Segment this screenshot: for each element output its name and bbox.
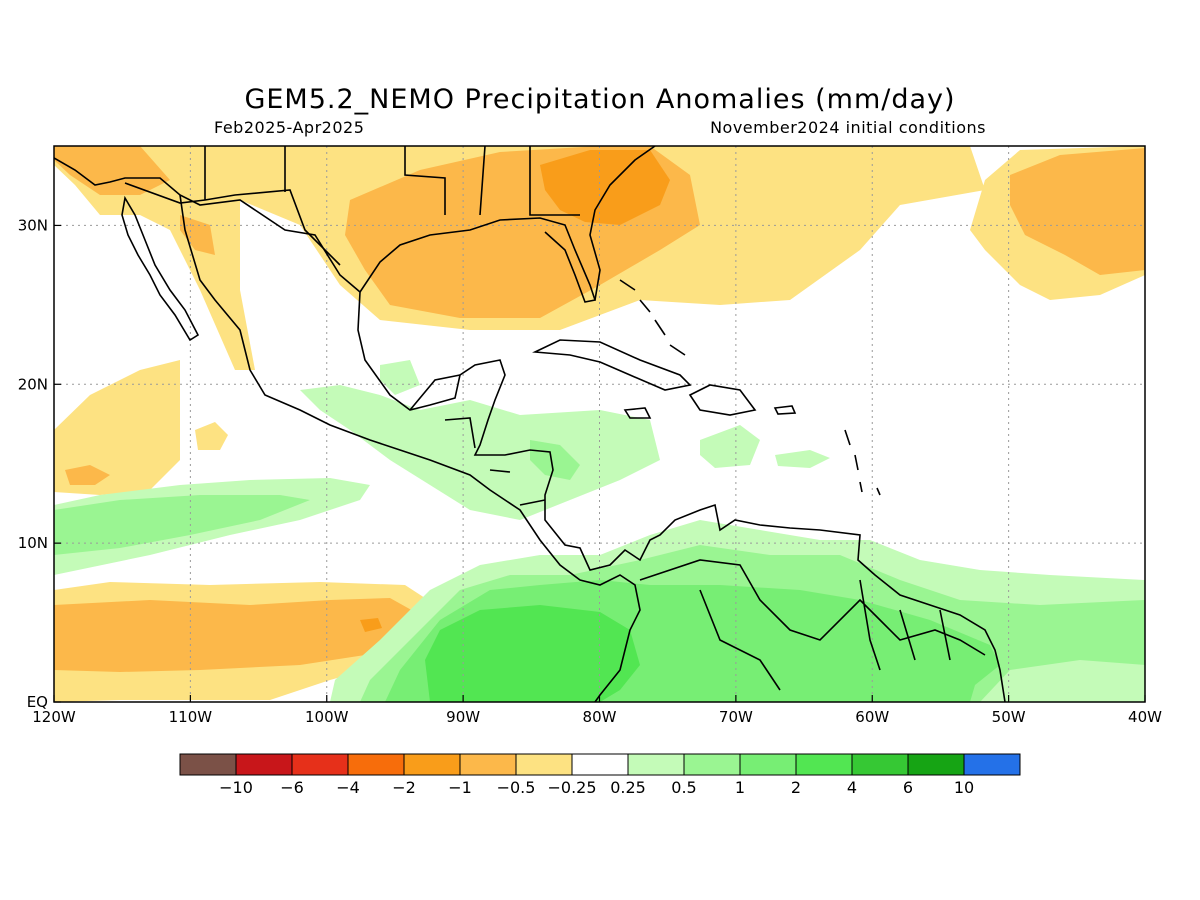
colorbar-swatch <box>347 753 405 776</box>
y-tick-label: 20N <box>18 375 48 393</box>
colorbar-label: 6 <box>903 778 913 797</box>
border-us-states <box>204 146 580 216</box>
colorbar-swatch <box>907 753 965 776</box>
coastline-bahamas <box>619 279 686 356</box>
coastline-cuba <box>532 339 692 391</box>
anomaly-region-equatorial-pacific-dry <box>360 618 382 632</box>
latitude-axis: EQ 10N 20N 30N <box>18 216 61 711</box>
colorbar-label: 0.25 <box>610 778 646 797</box>
colorbar-swatch <box>459 753 517 776</box>
x-tick-label: 100W <box>305 708 349 726</box>
colorbar-label: −6 <box>280 778 304 797</box>
anomaly-region-central-america-wet <box>300 385 660 520</box>
colorbar-label: −1 <box>448 778 472 797</box>
anomaly-region-caribbean-wet <box>775 450 830 468</box>
anomaly-region-pacific-dry <box>54 360 180 495</box>
coastline-lesser-antilles <box>844 429 881 496</box>
map-area <box>54 146 1145 702</box>
anomaly-region-pacific-wet <box>54 495 310 555</box>
x-tick-label: 50W <box>992 708 1026 726</box>
colorbar-swatch <box>291 753 349 776</box>
border-central-america <box>444 417 546 506</box>
colorbar-swatch <box>179 753 237 776</box>
colorbar-label: −2 <box>392 778 416 797</box>
anomaly-region-pacific-dry <box>65 465 110 485</box>
colorbar-swatch <box>851 753 909 776</box>
colorbar-label: −4 <box>336 778 360 797</box>
coastline-yucatan <box>409 374 461 411</box>
anomaly-region-equatorial-pacific-dry <box>54 598 415 672</box>
colorbar-label: −0.5 <box>497 778 536 797</box>
colorbar-label: 4 <box>847 778 857 797</box>
anomaly-region-southeast-dry <box>540 150 670 225</box>
coastline-jamaica <box>623 407 652 419</box>
colorbar-swatch <box>627 753 685 776</box>
colorbar-swatch <box>739 753 797 776</box>
colorbar-label: 1 <box>735 778 745 797</box>
colorbar-swatch <box>963 753 1021 776</box>
colorbar-label: 0.5 <box>671 778 696 797</box>
y-tick-label: 30N <box>18 216 48 234</box>
coastline-baja-california <box>121 195 200 342</box>
x-tick-label: 60W <box>855 708 889 726</box>
coastline-west-mexico <box>179 194 641 702</box>
colorbar-swatch <box>515 753 573 776</box>
colorbar-swatch <box>235 753 293 776</box>
map-title: GEM5.2_NEMO Precipitation Anomalies (mm/… <box>244 84 956 115</box>
colorbar-swatch <box>403 753 461 776</box>
anomaly-region-central-america-wet <box>380 360 420 395</box>
coastline-hispaniola <box>688 384 757 416</box>
colorbar-swatch <box>683 753 741 776</box>
coastline-puerto-rico <box>773 405 797 415</box>
border-south-america <box>639 559 986 691</box>
anomaly-region-pacific-dry <box>195 422 228 450</box>
anomaly-region-gulf-dry <box>180 215 215 255</box>
x-tick-label: 120W <box>32 708 76 726</box>
x-tick-label: 110W <box>169 708 213 726</box>
x-tick-label: 90W <box>446 708 480 726</box>
colorbar-swatch <box>795 753 853 776</box>
coastline-florida-east <box>589 146 656 301</box>
forecast-period: Feb2025-Apr2025 <box>214 118 365 137</box>
anomaly-region-caribbean-wet <box>700 425 760 468</box>
border-us-mexico <box>124 182 341 266</box>
colorbar-label: 10 <box>954 778 974 797</box>
x-tick-label: 80W <box>583 708 617 726</box>
colorbar-label: −10 <box>219 778 253 797</box>
x-tick-label: 70W <box>719 708 753 726</box>
colorbar-label: 2 <box>791 778 801 797</box>
y-tick-label: 10N <box>18 534 48 552</box>
anomaly-region-atlantic-dry <box>1010 148 1145 275</box>
anomaly-region-south-america-wet <box>425 605 640 702</box>
anomaly-region-gulf-dry <box>54 146 170 195</box>
y-tick-label: EQ <box>27 693 48 711</box>
anomaly-region-central-america-wet <box>530 440 580 480</box>
colorbar-swatch <box>571 753 629 776</box>
longitude-axis: 120W 110W 100W 90W 80W 70W 60W 50W 40W <box>32 695 1162 726</box>
colorbar: −10 −6 −4 −2 −1 −0.5 −0.25 0.25 0.5 1 2 4 6 10 <box>179 753 1021 797</box>
initial-conditions: November2024 initial conditions <box>710 118 986 137</box>
coastline-outlines <box>54 146 1006 702</box>
x-tick-label: 40W <box>1128 708 1162 726</box>
coastline-gulf-coast <box>359 217 597 303</box>
colorbar-label: −0.25 <box>547 778 596 797</box>
coastline-north-america <box>54 157 1006 702</box>
